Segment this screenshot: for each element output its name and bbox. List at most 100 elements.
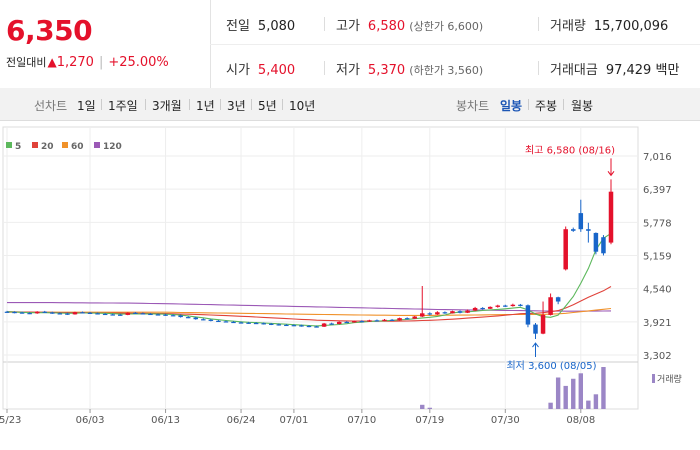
candle-body <box>50 312 55 314</box>
candle-body <box>238 322 244 324</box>
legend-label: 120 <box>103 142 122 152</box>
candle-body <box>495 305 500 307</box>
candle-body <box>253 322 259 325</box>
volume-bar <box>427 407 432 409</box>
candle-body <box>442 312 448 314</box>
candle-body <box>487 306 493 309</box>
candle-body <box>110 314 115 316</box>
candle-body <box>503 305 508 307</box>
col-divider <box>324 17 325 31</box>
candle-body <box>261 323 266 325</box>
candle-body <box>540 314 546 334</box>
legend-label: 60 <box>71 142 84 152</box>
period-3m[interactable]: 3개월 <box>152 99 182 113</box>
candle-body <box>608 191 614 243</box>
volume-bar <box>555 377 561 409</box>
candle-body <box>420 313 425 317</box>
candle-body <box>299 325 304 327</box>
candle-body <box>269 323 274 325</box>
candle-body <box>533 324 538 334</box>
price-tick-label: 3,302 <box>643 351 672 362</box>
candle-body <box>208 319 214 321</box>
candle-body <box>555 297 561 302</box>
candle-body <box>125 312 131 315</box>
volume-bar <box>578 373 583 409</box>
toolbar-divider <box>563 99 564 110</box>
day-low: 저가 5,370 (하한가 3,560) <box>336 63 484 78</box>
candle-body <box>336 321 342 325</box>
candle-body <box>223 321 229 323</box>
legend-swatch <box>94 142 100 148</box>
candle-body <box>548 297 553 315</box>
price-tick-label: 5,159 <box>643 252 672 263</box>
change-label: 전일대비 <box>6 56 47 69</box>
open-price: 시가 5,400 <box>226 63 296 78</box>
candle-body <box>389 319 395 321</box>
col-divider <box>324 61 325 75</box>
date-tick-label: 06/24 <box>227 415 256 426</box>
candle-body <box>329 323 334 325</box>
price-tick-label: 4,540 <box>643 285 672 296</box>
period-5y[interactable]: 5년 <box>258 99 277 113</box>
turnover-info: 거래대금 97,429 백만 <box>550 63 680 78</box>
volume-legend-label: 거래량 <box>657 373 682 385</box>
candle-body <box>27 313 32 315</box>
period-10y[interactable]: 10년 <box>289 99 316 113</box>
candle-body <box>472 307 478 311</box>
candle-body <box>367 320 372 322</box>
col-divider <box>538 61 539 75</box>
low-annotation: 최저 3,600 (08/05) <box>506 360 596 372</box>
candle-body <box>284 324 289 327</box>
legend-label: 20 <box>41 142 54 152</box>
candle-body <box>404 318 410 320</box>
date-tick-label: 08/08 <box>566 415 595 426</box>
candle-body <box>435 312 440 315</box>
low-arrow-icon <box>532 342 539 348</box>
candle-body <box>510 304 516 307</box>
date-tick-label: 07/01 <box>279 415 308 426</box>
prev-close: 전일 5,080 <box>226 19 296 34</box>
candle-body <box>586 229 591 231</box>
price-box: 6,350 전일대비▲1,270 | +25.00% <box>0 0 211 88</box>
period-3y[interactable]: 3년 <box>227 99 246 113</box>
candle-body <box>321 323 327 327</box>
ma-20-line <box>6 286 612 322</box>
toolbar-divider <box>251 99 252 110</box>
period-1w[interactable]: 1주일 <box>108 99 138 113</box>
candle-body <box>374 320 380 322</box>
date-tick-label: 07/19 <box>415 415 444 426</box>
volume-bar <box>571 378 576 409</box>
legend-label: 5 <box>15 142 21 152</box>
candle-body <box>246 322 251 324</box>
date-tick-label: 07/10 <box>347 415 376 426</box>
candle-body <box>412 316 417 319</box>
chart-toolbar: 선차트 1일 1주일 3개월 1년 3년 5년 10년 봉차트 일봉 주봉 월봉 <box>0 88 700 121</box>
candle-body <box>480 307 485 310</box>
date-tick-label: 05/23 <box>0 415 21 426</box>
candle-weekly[interactable]: 주봉 <box>535 99 558 113</box>
candle-body <box>525 305 531 325</box>
candle-body <box>163 314 168 316</box>
price-chart: 7,016 6,397 5,778 5,159 4,540 3,921 3,302 05/23… <box>0 126 682 426</box>
candle-body <box>382 319 387 321</box>
candle-body <box>578 213 584 230</box>
change-percent: +25.00% <box>108 55 169 70</box>
candle-body <box>57 313 63 315</box>
candle-body <box>102 313 108 316</box>
candle-chart-label[interactable]: 봉차트 <box>456 99 490 113</box>
candle-body <box>4 311 10 313</box>
candle-body <box>593 232 599 252</box>
candle-monthly[interactable]: 월봉 <box>571 99 594 113</box>
period-1y[interactable]: 1년 <box>196 99 215 113</box>
candle-daily[interactable]: 일봉 <box>500 99 523 113</box>
candle-body <box>457 311 463 313</box>
volume-bar <box>420 404 425 409</box>
line-chart-label[interactable]: 선차트 <box>34 99 68 113</box>
candle-body <box>12 311 17 314</box>
period-1d[interactable]: 1일 <box>77 99 96 113</box>
candle-body <box>450 311 455 314</box>
candle-body <box>352 321 357 323</box>
current-price: 6,350 <box>6 14 93 47</box>
candle-body <box>563 229 568 270</box>
